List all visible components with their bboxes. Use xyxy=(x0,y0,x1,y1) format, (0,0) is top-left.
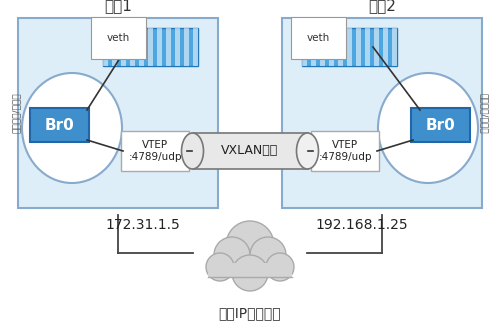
Text: 三层IP传输网络: 三层IP传输网络 xyxy=(218,306,282,320)
Circle shape xyxy=(214,237,250,273)
Text: Br0: Br0 xyxy=(426,117,456,133)
Bar xyxy=(166,28,171,66)
Bar xyxy=(158,28,162,66)
Ellipse shape xyxy=(182,133,204,169)
Bar xyxy=(392,28,397,66)
Text: Br0: Br0 xyxy=(44,117,74,133)
Text: VTEP
:4789/udp: VTEP :4789/udp xyxy=(318,140,372,162)
Bar xyxy=(302,28,306,66)
Circle shape xyxy=(250,237,286,273)
Circle shape xyxy=(266,253,294,281)
Bar xyxy=(148,28,153,66)
Text: VXLAN隧道: VXLAN隧道 xyxy=(222,144,278,158)
Circle shape xyxy=(226,221,274,269)
Circle shape xyxy=(206,253,234,281)
Bar xyxy=(208,263,292,277)
FancyBboxPatch shape xyxy=(30,108,89,142)
Text: VTEP
:4789/udp: VTEP :4789/udp xyxy=(128,140,182,162)
FancyBboxPatch shape xyxy=(311,131,379,171)
Bar xyxy=(121,28,126,66)
Text: veth: veth xyxy=(307,33,330,43)
Bar xyxy=(338,28,342,66)
Bar xyxy=(130,28,134,66)
Text: 192.168.1.25: 192.168.1.25 xyxy=(315,218,408,232)
Bar xyxy=(329,28,334,66)
Bar xyxy=(139,28,143,66)
Bar xyxy=(192,133,308,169)
Bar xyxy=(194,28,198,66)
Bar xyxy=(356,28,361,66)
Text: 172.31.1.5: 172.31.1.5 xyxy=(105,218,180,232)
Bar xyxy=(112,28,116,66)
Text: veth: veth xyxy=(107,33,130,43)
FancyBboxPatch shape xyxy=(282,18,482,208)
Bar xyxy=(302,28,397,66)
Bar xyxy=(374,28,379,66)
Bar xyxy=(311,28,316,66)
Bar xyxy=(103,28,198,66)
Bar xyxy=(347,28,352,66)
Ellipse shape xyxy=(378,73,478,183)
FancyBboxPatch shape xyxy=(411,108,470,142)
Ellipse shape xyxy=(22,73,122,183)
Circle shape xyxy=(232,255,268,291)
Bar xyxy=(384,28,388,66)
Text: 网络空间/容器组: 网络空间/容器组 xyxy=(12,93,20,133)
Bar xyxy=(103,28,108,66)
Bar xyxy=(366,28,370,66)
Bar xyxy=(176,28,180,66)
Bar xyxy=(320,28,324,66)
Bar xyxy=(184,28,189,66)
FancyBboxPatch shape xyxy=(121,131,189,171)
Text: 网络空间/容器组: 网络空间/容器组 xyxy=(480,93,488,133)
FancyBboxPatch shape xyxy=(18,18,218,208)
Text: 节点2: 节点2 xyxy=(368,0,396,13)
Ellipse shape xyxy=(296,133,318,169)
Text: 节点1: 节点1 xyxy=(104,0,132,13)
